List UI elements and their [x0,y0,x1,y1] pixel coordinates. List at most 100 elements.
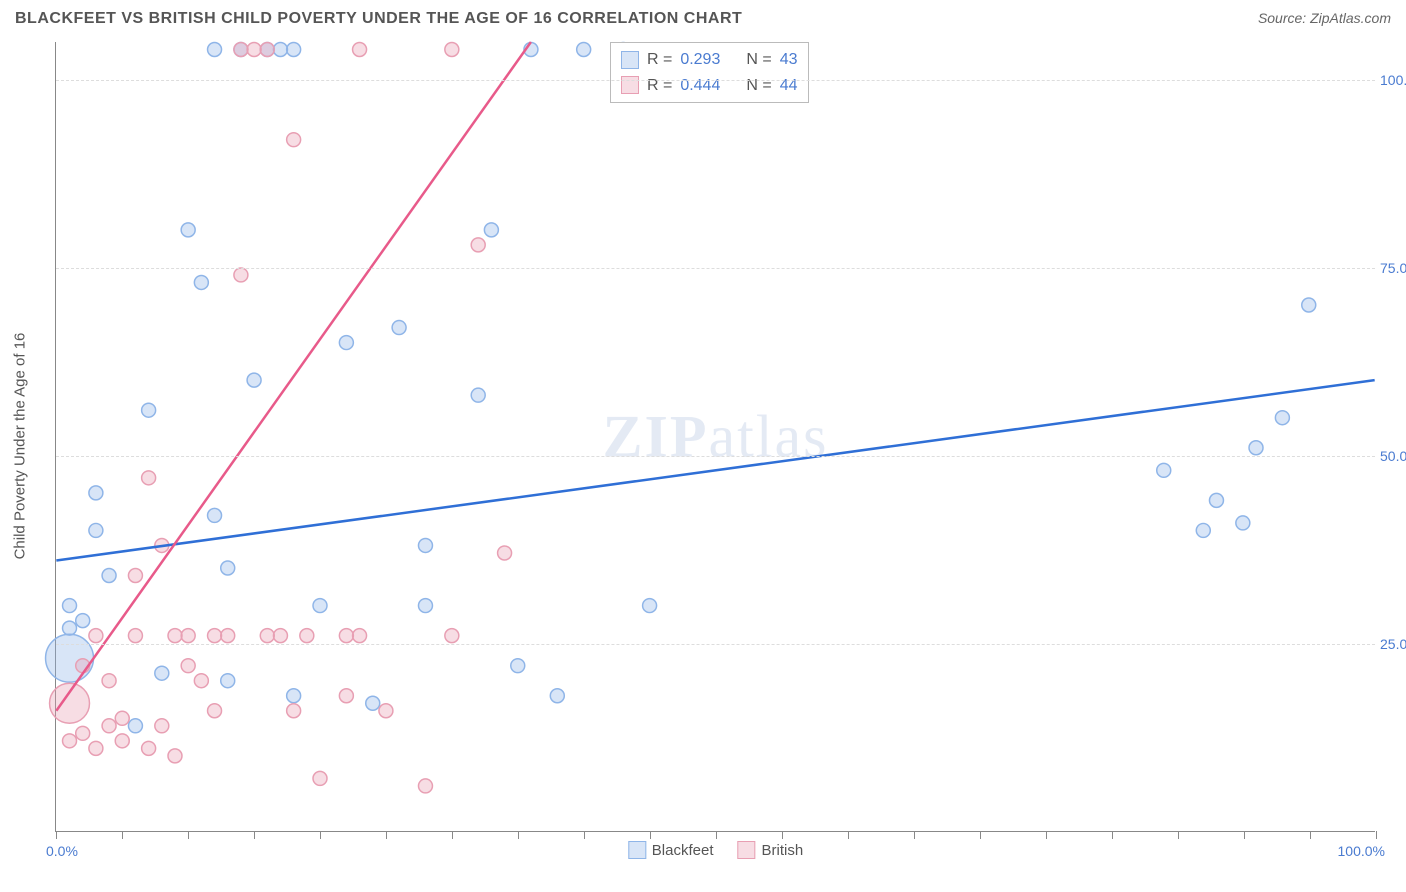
data-point [208,629,222,643]
y-tick-label: 100.0% [1380,72,1406,88]
data-point [208,508,222,522]
x-tick [1178,831,1179,839]
data-point [142,471,156,485]
data-point [1302,298,1316,312]
scatter-svg [56,42,1375,831]
data-point [418,538,432,552]
data-point [89,741,103,755]
bottom-legend: Blackfeet British [628,841,803,859]
n-value: 44 [780,73,798,99]
data-point [445,629,459,643]
x-tick [1112,831,1113,839]
x-tick [452,831,453,839]
data-point [484,223,498,237]
r-label: R = [647,47,672,73]
data-point [76,726,90,740]
data-point [89,523,103,537]
n-value: 43 [780,47,798,73]
x-tick [782,831,783,839]
data-point [511,659,525,673]
data-point [128,719,142,733]
data-point [339,629,353,643]
n-label: N = [746,73,771,99]
data-point [234,43,248,57]
data-point [102,674,116,688]
data-point [115,734,129,748]
data-point [194,674,208,688]
data-point [379,704,393,718]
legend-swatch [621,51,639,69]
data-point [128,569,142,583]
data-point [339,689,353,703]
data-point [471,238,485,252]
source-label: Source: ZipAtlas.com [1258,10,1391,26]
x-max-label: 100.0% [1338,843,1385,859]
data-point [1157,463,1171,477]
data-point [181,223,195,237]
y-tick-label: 25.0% [1380,636,1406,652]
data-point [221,561,235,575]
data-point [445,43,459,57]
data-point [128,629,142,643]
data-point [247,43,261,57]
data-point [418,779,432,793]
data-point [168,749,182,763]
y-tick-label: 50.0% [1380,448,1406,464]
data-point [89,486,103,500]
x-tick [1046,831,1047,839]
data-point [339,336,353,350]
data-point [313,771,327,785]
gridline [56,80,1375,81]
data-point [1209,493,1223,507]
legend-item: British [738,841,804,859]
legend-stat-row: R =0.293N =43 [621,47,798,73]
data-point [1249,441,1263,455]
data-point [577,43,591,57]
data-point [287,43,301,57]
data-point [353,629,367,643]
data-point [102,719,116,733]
data-point [643,599,657,613]
data-point [102,569,116,583]
data-point [287,133,301,147]
gridline [56,644,1375,645]
chart-plot-area: ZIPatlas R =0.293N =43R =0.444N =44 Blac… [55,42,1375,832]
legend-swatch [738,841,756,859]
data-point [181,629,195,643]
data-point [392,321,406,335]
data-point [63,734,77,748]
data-point [76,614,90,628]
data-point [208,704,222,718]
r-value: 0.444 [680,73,720,99]
x-tick [122,831,123,839]
data-point [155,666,169,680]
data-point [353,43,367,57]
x-tick [914,831,915,839]
data-point [50,683,90,723]
x-tick [56,831,57,839]
data-point [142,741,156,755]
legend-stats-box: R =0.293N =43R = 0.444 N = 44 [610,42,809,103]
y-tick-label: 75.0% [1380,260,1406,276]
source-name: ZipAtlas.com [1310,10,1391,26]
x-tick [584,831,585,839]
x-tick [1244,831,1245,839]
gridline [56,268,1375,269]
data-point [234,268,248,282]
x-tick [254,831,255,839]
data-point [247,373,261,387]
x-tick [1376,831,1377,839]
data-point [260,629,274,643]
data-point [1275,411,1289,425]
series-name: British [762,842,804,859]
data-point [366,696,380,710]
data-point [221,674,235,688]
data-point [300,629,314,643]
source-prefix: Source: [1258,10,1310,26]
trend-line [56,380,1374,560]
data-point [287,689,301,703]
legend-item: Blackfeet [628,841,714,859]
data-point [418,599,432,613]
x-tick [188,831,189,839]
data-point [550,689,564,703]
